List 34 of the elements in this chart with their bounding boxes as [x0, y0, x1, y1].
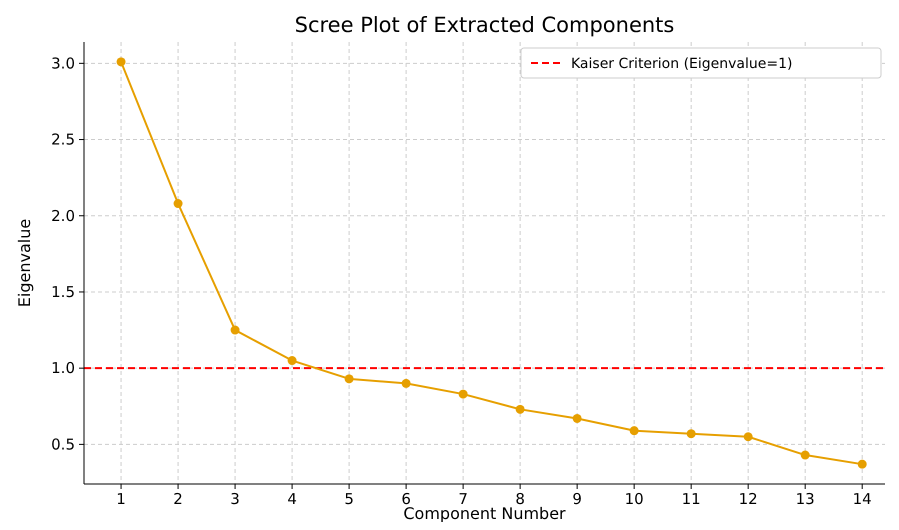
- x-tick-label: 4: [287, 490, 297, 508]
- y-axis-title: Eigenvalue: [15, 218, 34, 308]
- point: [174, 199, 183, 208]
- x-tick-label: 12: [738, 490, 758, 508]
- point: [630, 426, 639, 436]
- x-tick-label: 1: [116, 490, 126, 508]
- point: [402, 378, 411, 388]
- y-tick-label: 1.0: [51, 359, 75, 378]
- point: [858, 460, 867, 469]
- point: [458, 390, 468, 399]
- point: [744, 432, 753, 442]
- x-tick-label: 11: [682, 490, 701, 508]
- point: [230, 326, 240, 335]
- x-tick-label: 10: [624, 490, 644, 508]
- point: [686, 429, 696, 438]
- legend-label: Kaiser Criterion (Eigenvalue=1): [571, 56, 792, 72]
- point: [344, 374, 354, 384]
- x-tick-label: 5: [344, 490, 354, 508]
- x-tick-label: 2: [173, 490, 183, 508]
- y-tick-label: 0.5: [51, 435, 75, 454]
- y-tick-label: 2.5: [51, 130, 75, 149]
- y-tick-label: 3.0: [51, 54, 75, 72]
- point: [116, 57, 126, 66]
- y-tick-label: 1.5: [51, 282, 75, 301]
- y-tick-label: 2.0: [51, 206, 75, 225]
- x-tick-label: 13: [796, 490, 815, 508]
- x-tick-label: 9: [572, 490, 582, 508]
- point: [800, 450, 810, 460]
- x-tick-label: 3: [230, 490, 240, 508]
- x-tick-label: 14: [852, 490, 872, 508]
- point: [288, 356, 297, 366]
- chart-title: Scree Plot of Extracted Components: [294, 13, 674, 37]
- point: [516, 404, 525, 414]
- point: [572, 414, 582, 423]
